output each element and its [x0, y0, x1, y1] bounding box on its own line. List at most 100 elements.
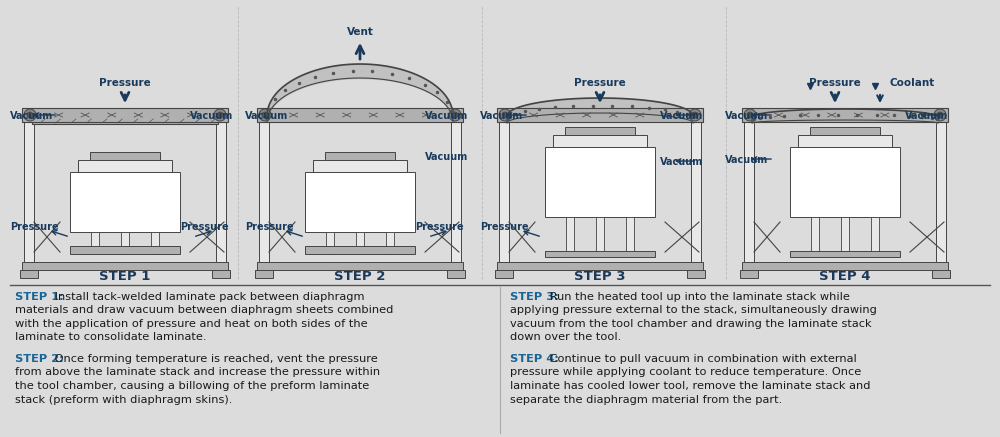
Bar — [151, 232, 159, 254]
Text: laminate to consolidate laminate.: laminate to consolidate laminate. — [15, 332, 207, 342]
Bar — [810, 127, 880, 135]
Bar — [932, 270, 950, 278]
Bar — [121, 232, 129, 254]
Bar — [451, 122, 461, 262]
Text: Pressure: Pressure — [180, 222, 229, 232]
Bar — [596, 217, 604, 257]
Bar — [742, 262, 948, 270]
Bar — [495, 270, 513, 278]
Bar — [447, 270, 465, 278]
Bar — [871, 217, 879, 257]
Bar — [497, 262, 703, 270]
Text: Pressure: Pressure — [245, 222, 294, 232]
Bar — [257, 262, 463, 270]
Bar — [740, 270, 758, 278]
Text: Vacuum: Vacuum — [905, 111, 948, 121]
Circle shape — [689, 109, 701, 121]
Text: Vacuum: Vacuum — [660, 111, 703, 121]
Bar — [499, 122, 509, 262]
Bar — [70, 172, 180, 232]
Bar — [565, 127, 635, 135]
Bar — [742, 108, 948, 122]
Text: Pressure: Pressure — [574, 78, 626, 88]
Bar — [790, 251, 900, 257]
Text: Once forming temperature is reached, vent the pressure: Once forming temperature is reached, ven… — [51, 354, 378, 364]
Circle shape — [452, 112, 458, 118]
Text: laminate has cooled lower tool, remove the laminate stack and: laminate has cooled lower tool, remove t… — [510, 381, 870, 391]
Bar — [497, 108, 703, 122]
Circle shape — [259, 109, 271, 121]
Text: Install tack-welded laminate pack between diaphragm: Install tack-welded laminate pack betwee… — [51, 292, 364, 302]
Text: pressure while applying coolant to reduce temperature. Once: pressure while applying coolant to reduc… — [510, 368, 861, 378]
Bar — [553, 135, 647, 147]
Bar — [255, 270, 273, 278]
Text: Pressure: Pressure — [809, 78, 861, 88]
Text: from above the laminate stack and increase the pressure within: from above the laminate stack and increa… — [15, 368, 380, 378]
Circle shape — [692, 112, 698, 118]
Text: with the application of pressure and heat on both sides of the: with the application of pressure and hea… — [15, 319, 368, 329]
Text: STEP 3:: STEP 3: — [510, 292, 559, 302]
Bar — [687, 270, 705, 278]
Text: down over the tool.: down over the tool. — [510, 332, 621, 342]
Text: Vacuum: Vacuum — [480, 111, 523, 121]
Text: the tool chamber, causing a billowing of the preform laminate: the tool chamber, causing a billowing of… — [15, 381, 369, 391]
Text: Run the heated tool up into the laminate stack while: Run the heated tool up into the laminate… — [546, 292, 850, 302]
Text: STEP 2:: STEP 2: — [15, 354, 64, 364]
Text: STEP 1:: STEP 1: — [15, 292, 64, 302]
Circle shape — [502, 112, 508, 118]
Circle shape — [217, 112, 223, 118]
Bar — [566, 217, 574, 257]
Bar — [811, 217, 819, 257]
Bar — [936, 122, 946, 262]
Text: Coolant: Coolant — [890, 78, 935, 88]
Bar — [259, 122, 269, 262]
Bar — [841, 217, 849, 257]
Bar — [313, 160, 407, 172]
Text: Vacuum: Vacuum — [725, 155, 768, 165]
Text: Pressure: Pressure — [480, 222, 529, 232]
Bar — [70, 246, 180, 254]
Circle shape — [262, 112, 268, 118]
Circle shape — [24, 109, 36, 121]
Circle shape — [937, 112, 943, 118]
Text: STEP 4: STEP 4 — [819, 270, 871, 283]
Circle shape — [214, 109, 226, 121]
Text: Vacuum: Vacuum — [190, 111, 233, 121]
Bar — [386, 232, 394, 254]
Text: Continue to pull vacuum in combination with external: Continue to pull vacuum in combination w… — [546, 354, 857, 364]
Bar — [257, 108, 463, 122]
Text: Pressure: Pressure — [10, 222, 59, 232]
Bar — [798, 135, 892, 147]
Bar — [20, 270, 38, 278]
Bar — [325, 152, 395, 160]
Text: Pressure: Pressure — [99, 78, 151, 88]
Bar — [91, 232, 99, 254]
Text: materials and draw vacuum between diaphragm sheets combined: materials and draw vacuum between diaphr… — [15, 305, 393, 315]
Text: stack (preform with diaphragm skins).: stack (preform with diaphragm skins). — [15, 395, 232, 405]
Bar — [790, 147, 900, 217]
Text: Vacuum: Vacuum — [660, 157, 703, 167]
Text: vacuum from the tool chamber and drawing the laminate stack: vacuum from the tool chamber and drawing… — [510, 319, 872, 329]
Bar — [691, 122, 701, 262]
Bar — [216, 122, 226, 262]
Circle shape — [449, 109, 461, 121]
Bar — [326, 232, 334, 254]
Bar — [22, 108, 228, 122]
Circle shape — [27, 112, 33, 118]
Bar — [744, 122, 754, 262]
Bar — [545, 147, 655, 217]
Bar — [78, 160, 172, 172]
Text: Vacuum: Vacuum — [10, 111, 53, 121]
Bar — [24, 122, 34, 262]
Bar — [212, 270, 230, 278]
Text: Vacuum: Vacuum — [725, 111, 768, 121]
Bar — [90, 152, 160, 160]
Text: STEP 1: STEP 1 — [99, 270, 151, 283]
Circle shape — [747, 112, 753, 118]
Bar — [32, 118, 218, 124]
Text: Vacuum: Vacuum — [245, 111, 288, 121]
Text: Vacuum: Vacuum — [425, 111, 468, 121]
Bar — [626, 217, 634, 257]
Text: Pressure: Pressure — [415, 222, 464, 232]
Text: Vacuum: Vacuum — [425, 152, 468, 162]
